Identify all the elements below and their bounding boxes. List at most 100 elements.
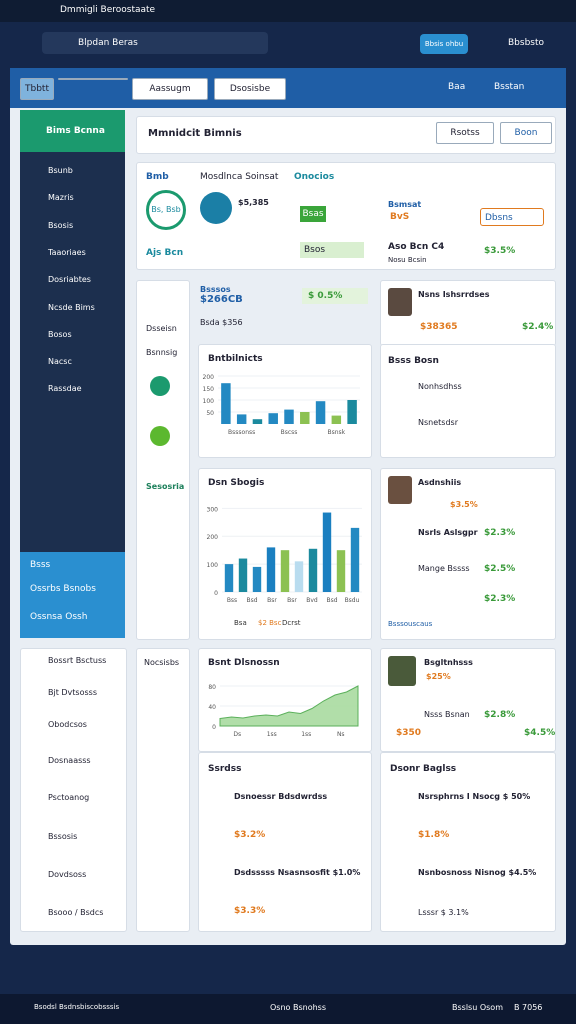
menu-item[interactable]: Bjt Dvtsosss <box>48 688 97 697</box>
bar <box>322 512 332 592</box>
x-tick-label: Bsssonss <box>228 429 255 436</box>
select[interactable]: Dbsns <box>480 208 544 226</box>
item-value: $1.8% <box>418 830 450 840</box>
tab-bar <box>0 0 576 22</box>
x-tick-label: Bsdu <box>345 597 360 604</box>
menu-item[interactable]: Dosnaasss <box>48 756 91 765</box>
y-tick-label: 200 <box>207 534 219 541</box>
button[interactable]: Boon <box>500 122 552 144</box>
value: $350 <box>396 728 422 738</box>
sidebar-section <box>20 552 125 638</box>
bar <box>284 409 294 424</box>
row-label: Nsrls Aslsgpr <box>418 528 478 537</box>
header-button[interactable]: Aassugm <box>132 78 208 100</box>
tab[interactable]: Onocios <box>294 172 335 182</box>
side-label: Bsnnsig <box>146 348 178 357</box>
sidebar-item[interactable]: Dosriabtes <box>48 275 91 285</box>
x-tick-label: Bsnsk <box>328 429 346 436</box>
sidebar-item[interactable]: Bosos <box>48 329 72 339</box>
main-title: Mmnidcit Bimnis <box>148 128 242 139</box>
row-label: Mange Bssss <box>418 564 470 573</box>
person-pct: $25% <box>426 672 451 681</box>
item[interactable]: Nsnbosnoss Nisnog $4.5% <box>418 868 537 877</box>
menu-item[interactable]: Psctoanog <box>48 793 90 802</box>
item[interactable]: Dsdsssss Nsasnsosfit $1.0% <box>234 868 361 877</box>
person-name: Bsgltnhsss <box>424 658 473 667</box>
y-tick-label: 50 <box>206 410 214 417</box>
x-tick-label: Bsd <box>246 597 257 604</box>
y-tick-label: 0 <box>214 590 218 597</box>
person-name: Asdnshiis <box>418 478 462 487</box>
stat-sub: Bsda $356 <box>200 318 243 327</box>
item[interactable]: Nsrsphrns I Nsocg $ 50% <box>418 792 531 801</box>
legend-item: Bsa <box>234 619 247 627</box>
button[interactable]: Rsotss <box>436 122 494 144</box>
section-title[interactable]: Bsss <box>30 560 51 570</box>
taskbar-item[interactable]: B 7056 <box>514 1003 543 1012</box>
menu-item[interactable]: Dovdsoss <box>48 870 87 879</box>
chart-title: Dsn Sbogis <box>208 478 265 488</box>
y-tick-label: 40 <box>208 704 216 711</box>
legend-item: Dcrst <box>282 619 301 627</box>
bar <box>224 564 234 592</box>
menu-item[interactable]: Obodcsos <box>48 720 87 729</box>
section-item[interactable]: Ossrbs Bsnobs <box>30 584 96 594</box>
lower-menu <box>20 648 127 932</box>
y-tick-label: 100 <box>203 398 215 405</box>
header-button[interactable]: Dsosisbe <box>214 78 286 100</box>
person-name: Nsns Ishsrrdses <box>418 290 490 299</box>
section-item[interactable]: Ossnsa Ossh <box>30 612 88 622</box>
sidebar-item[interactable]: Rassdae <box>48 384 82 394</box>
sidebar-title[interactable]: Bims Bcnna <box>20 110 125 152</box>
tag[interactable]: Bsos <box>300 242 364 258</box>
tag[interactable]: Bsas <box>300 206 326 222</box>
footer: Ajs Bcn <box>146 248 184 258</box>
area <box>219 685 359 727</box>
sidebar-item[interactable]: Nacsc <box>48 357 72 367</box>
row-value: $2.5% <box>484 564 516 574</box>
bar <box>252 419 263 424</box>
sidebar-item[interactable]: Ncsde Bims <box>48 302 95 312</box>
header-button[interactable]: Tbbtt <box>20 78 54 100</box>
y-tick-label: 100 <box>207 562 219 569</box>
list-item[interactable]: Nonhsdhss <box>418 382 462 391</box>
taskbar-item[interactable]: Osno Bsnohss <box>270 1003 326 1012</box>
sidebar-item[interactable]: Bsosis <box>48 220 74 230</box>
menu-item[interactable]: Bssosis <box>48 832 78 841</box>
icon <box>150 376 170 396</box>
amount: $5,385 <box>238 198 269 207</box>
sidebar-item[interactable]: Taaoriaes <box>48 247 86 257</box>
header-link[interactable]: Bsstan <box>494 82 525 92</box>
right-sub: Nosu Bcsin <box>388 256 427 264</box>
x-tick-label: Bscss <box>281 429 298 436</box>
taskbar-item[interactable]: Bsodsl Bsdnsbiscobsssis <box>34 1003 120 1011</box>
taskbar-item[interactable]: Bsslsu Osom <box>452 1003 503 1012</box>
avatar <box>388 288 412 316</box>
stat-tag[interactable]: $ 0.5% <box>302 288 368 304</box>
value-pct: $4.5% <box>524 728 556 738</box>
bar <box>221 383 231 424</box>
menu-item[interactable]: Bossrt Bsctuss <box>48 656 107 665</box>
card-title: Dsonr Baglss <box>390 764 457 774</box>
badge[interactable]: Bbsis ohbu <box>420 34 468 54</box>
tab-title[interactable]: Dmmigli Beroostaate <box>60 5 156 15</box>
sidebar-item[interactable]: Bsunb <box>48 166 73 175</box>
header-button[interactable] <box>58 78 128 80</box>
sidebar-item[interactable]: Mazris <box>48 193 74 203</box>
list-item[interactable]: Nsnetsdsr <box>418 418 458 427</box>
menu-item[interactable]: Bsooo / Bsdcs <box>48 908 104 917</box>
address-bar[interactable] <box>42 32 268 54</box>
tab[interactable]: Bmb <box>146 172 169 182</box>
user[interactable]: Bbsbsto <box>508 38 545 48</box>
x-tick-label: 1ss <box>267 731 277 738</box>
y-tick-label: 200 <box>203 374 215 381</box>
header-link[interactable]: Baa <box>448 82 466 92</box>
side-label: Dsseisn <box>146 324 177 333</box>
person-pct: $2.4% <box>522 322 554 332</box>
item-value: $3.2% <box>234 830 266 840</box>
right-value: $3.5% <box>484 246 516 256</box>
tab[interactable]: Mosdlnca Soinsat <box>200 172 279 182</box>
item[interactable]: Dsnoessr Bdsdwrdss <box>234 792 328 801</box>
y-tick-label: 0 <box>212 724 216 731</box>
bar <box>347 400 357 424</box>
